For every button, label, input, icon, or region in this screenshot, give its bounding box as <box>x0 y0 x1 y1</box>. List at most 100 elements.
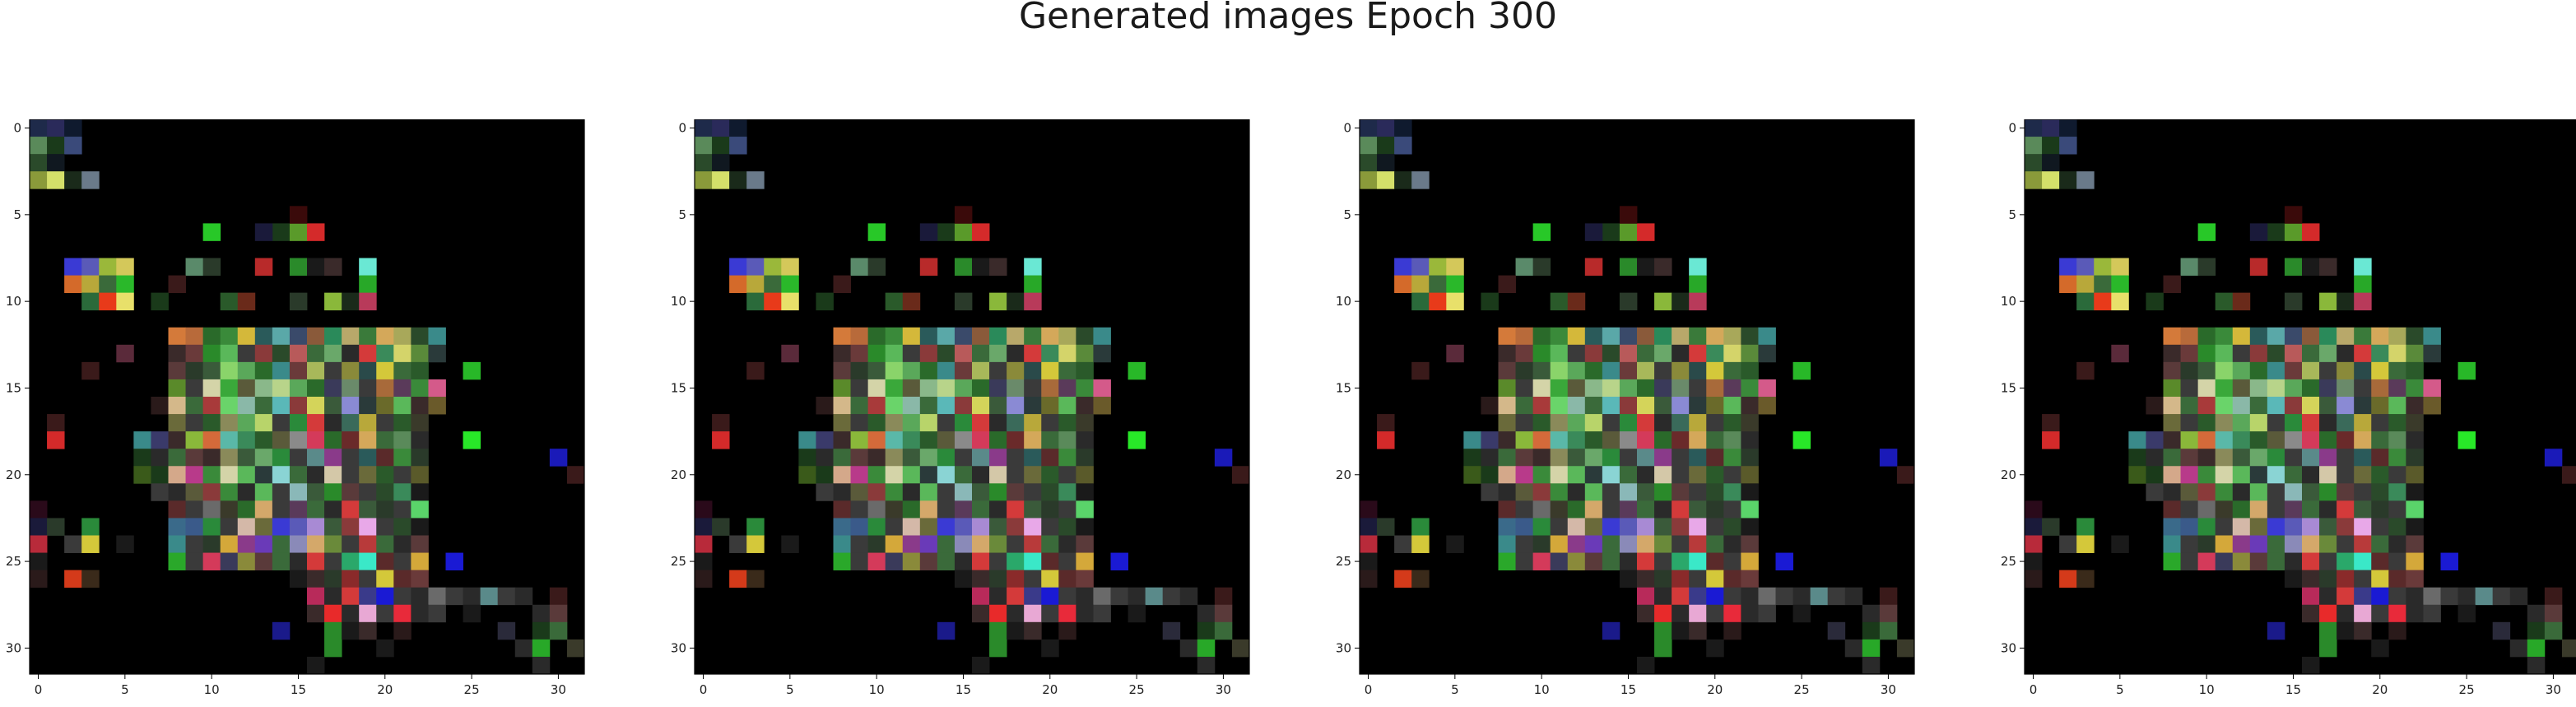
image-pixel <box>1672 379 1689 397</box>
image-pixel <box>2285 518 2302 535</box>
image-pixel <box>81 276 99 293</box>
image-pixel <box>307 466 324 483</box>
image-pixel <box>324 449 342 466</box>
image-pixel <box>203 518 221 535</box>
image-pixel <box>1024 622 1041 640</box>
image-pixel <box>2302 500 2319 518</box>
image-pixel <box>886 414 903 431</box>
image-pixel <box>955 345 972 362</box>
image-pixel <box>1689 605 1706 622</box>
image-pixel <box>1585 500 1602 518</box>
image-pixel <box>2267 379 2285 397</box>
image-pixel <box>1533 414 1551 431</box>
image-pixel <box>2146 466 2163 483</box>
image-pixel <box>1533 328 1551 345</box>
image-pixel <box>1723 518 1741 535</box>
image-pixel <box>2388 362 2406 379</box>
image-pixel <box>2198 345 2216 362</box>
image-pixel <box>2216 328 2233 345</box>
image-pixel <box>463 605 481 622</box>
image-pixel <box>446 588 463 605</box>
image-pixel <box>221 397 238 414</box>
image-pixel <box>2493 588 2510 605</box>
image-pixel <box>1446 293 1463 310</box>
image-pixel <box>834 397 851 414</box>
image-pixel <box>186 553 203 570</box>
image-pixel <box>955 500 972 518</box>
image-pixel <box>1007 483 1024 500</box>
image-pixel <box>1654 640 1672 657</box>
image-pixel <box>2371 553 2388 570</box>
image-pixel <box>376 570 393 588</box>
image-pixel <box>955 518 972 535</box>
image-pixel <box>30 171 47 188</box>
image-pixel <box>2371 518 2388 535</box>
image-pixel <box>2233 379 2250 397</box>
image-pixel <box>2216 293 2233 310</box>
image-pixel <box>2527 657 2545 674</box>
image-pixel <box>30 570 47 588</box>
figure-title: Generated images Epoch 300 <box>0 0 2576 37</box>
image-pixel <box>1585 466 1602 483</box>
image-pixel <box>781 536 798 553</box>
image-pixel <box>1215 588 1232 605</box>
image-pixel <box>411 328 428 345</box>
image-pixel <box>851 328 868 345</box>
image-pixel <box>989 379 1007 397</box>
image-pixel <box>342 518 359 535</box>
image-pixel <box>746 518 764 535</box>
image-pixel <box>989 293 1007 310</box>
image-pixel <box>2319 500 2337 518</box>
image-pixel <box>1654 362 1672 379</box>
image-pixel <box>151 431 168 449</box>
image-pixel <box>1654 605 1672 622</box>
image-pixel <box>411 536 428 553</box>
image-pixel <box>1672 553 1689 570</box>
image-pixel <box>342 431 359 449</box>
image-pixel <box>2510 588 2527 605</box>
x-tick-label: 0 <box>2030 682 2038 697</box>
x-tick-label: 15 <box>956 682 971 697</box>
image-pixel <box>2371 605 2388 622</box>
image-pixel <box>2181 397 2198 414</box>
image-pixel <box>359 258 376 276</box>
image-pixel <box>169 553 186 570</box>
image-pixel <box>1654 622 1672 640</box>
image-pixel <box>937 345 955 362</box>
image-pixel <box>2198 553 2216 570</box>
image-pixel <box>2388 466 2406 483</box>
image-pixel <box>2388 605 2406 622</box>
image-pixel <box>290 518 307 535</box>
image-pixel <box>255 536 272 553</box>
image-pixel <box>1568 536 1585 553</box>
image-pixel <box>290 293 307 310</box>
image-pixel <box>1041 588 1058 605</box>
image-pixel <box>2233 345 2250 362</box>
image-pixel <box>903 293 920 310</box>
image-pixel <box>2354 483 2371 500</box>
image-pixel <box>2458 431 2476 449</box>
image-pixel <box>1377 154 1394 171</box>
image-pixel <box>255 553 272 570</box>
image-pixel <box>2371 345 2388 362</box>
x-tick-label: 20 <box>1707 682 1723 697</box>
image-pixel <box>2181 518 2198 535</box>
image-pixel <box>2128 466 2146 483</box>
image-pixel <box>920 379 937 397</box>
image-pixel <box>2388 449 2406 466</box>
image-pixel <box>1620 553 1637 570</box>
image-pixel <box>1602 449 1620 466</box>
image-pixel <box>169 345 186 362</box>
image-pixel <box>2233 553 2250 570</box>
image-pixel <box>238 500 255 518</box>
image-pixel <box>2319 605 2337 622</box>
image-pixel <box>2111 276 2128 293</box>
image-pixel <box>307 588 324 605</box>
image-pixel <box>532 622 550 640</box>
image-pixel <box>255 466 272 483</box>
image-pixel <box>2198 483 2216 500</box>
image-pixel <box>324 570 342 588</box>
image-pixel <box>1007 536 1024 553</box>
image-pixel <box>2267 500 2285 518</box>
image-pixel <box>151 293 168 310</box>
